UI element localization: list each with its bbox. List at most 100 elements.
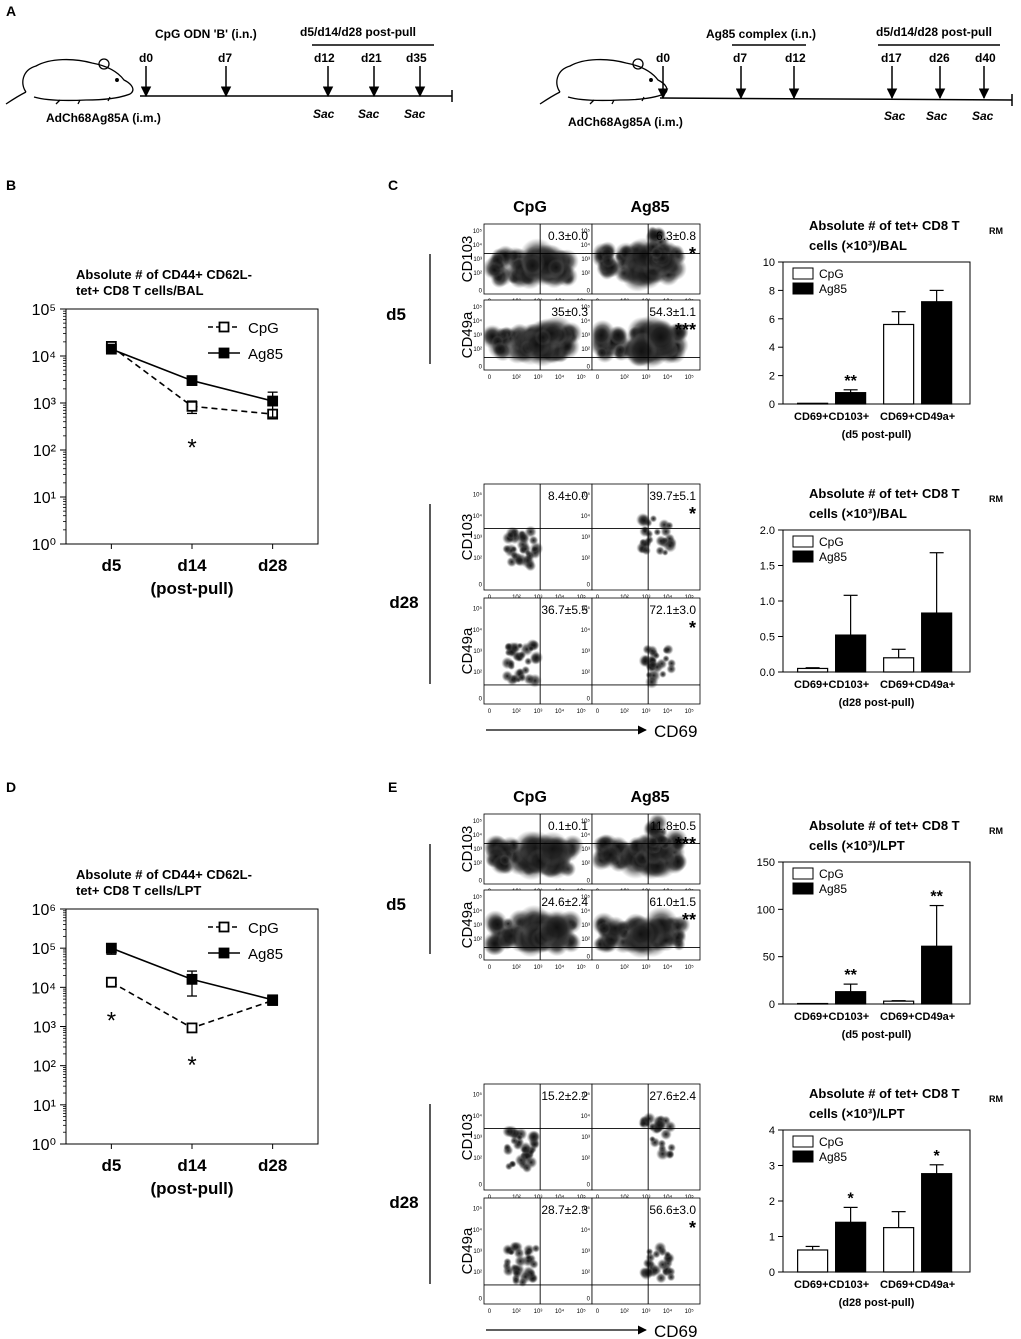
y-marker-label: CD49a <box>459 627 476 674</box>
data-point-cpg <box>186 400 198 412</box>
density-blob <box>625 335 658 367</box>
y-tick-label: 150 <box>757 857 775 869</box>
y-tick-label: 0 <box>479 1297 483 1303</box>
y-tick-label: 10² <box>581 670 590 676</box>
flow-panel-c: CpGAg850010²10²10³10³10⁴10⁴10⁵10⁵0.3±0.0… <box>386 199 701 741</box>
cpg-day-d0: d0 <box>139 51 153 65</box>
quadrant-percentage: 56.6±3.0 <box>649 1203 696 1217</box>
significance-star: * <box>689 618 696 638</box>
bar-chart-e-d28: Absolute # of tet+ CD8 T RM cells (×10³)/L… <box>769 1086 1003 1309</box>
y-tick-label: 10⁴ <box>473 1227 483 1234</box>
legend-marker <box>218 947 230 959</box>
y-tick-label: 10² <box>473 1156 482 1162</box>
density-blob <box>502 1125 515 1138</box>
flow-plot-d28_cd103-ag85: 0010²10²10³10³10⁴10⁴10⁵10⁵27.6±2.4 <box>581 1083 701 1201</box>
chart-title-subscript: RM <box>989 826 1003 836</box>
y-tick-label: 10⁵ <box>581 1206 591 1213</box>
ag85-day-d26: d26 <box>929 51 950 65</box>
quadrant-percentage: 35±0.3 <box>551 305 588 319</box>
x-tick-label: 0 <box>596 1309 600 1315</box>
density-blob <box>642 1112 656 1126</box>
density-blob <box>534 329 552 346</box>
x-tick-label: 10⁴ <box>555 374 565 381</box>
y-tick-label: 0 <box>769 1267 775 1279</box>
flow-plot-d28_cd49a-ag85: 00 10² 10² 10³ 10³ 10⁴ 10⁴ 10⁵ 10⁵ 72.1±3.0* <box>581 597 701 715</box>
mouse-icon <box>539 58 668 105</box>
density-blob <box>505 1162 513 1171</box>
x-tick-label: 10⁵ <box>685 708 695 715</box>
significance-star: * <box>187 1052 196 1079</box>
density-blob <box>503 1143 512 1152</box>
quadrant-percentage: 39.7±5.1 <box>649 489 696 503</box>
x-tick-label: 10³ <box>642 965 651 971</box>
column-label-ag85: Ag85 <box>630 789 669 806</box>
x-tick-label: 10⁵ <box>577 708 587 715</box>
density-blob <box>598 843 622 867</box>
significance-star: ** <box>844 373 857 390</box>
density-blob <box>655 546 665 556</box>
x-tick-label: 10⁵ <box>685 964 695 971</box>
quadrant-percentage: 28.7±2.3 <box>541 1203 588 1217</box>
density-blob <box>649 514 658 523</box>
legend-swatch <box>792 1150 814 1163</box>
y-tick-label: 2 <box>769 371 775 383</box>
y-tick-label: 10³ <box>473 1249 482 1255</box>
bar-cpg <box>883 657 915 673</box>
y-marker-label: CD103 <box>459 1114 476 1161</box>
density-blob <box>499 854 511 866</box>
legend-swatch <box>792 535 814 548</box>
y-tick-label: 0 <box>479 583 483 589</box>
y-tick-label: 10⁵ <box>581 1092 591 1099</box>
column-label-cpg: CpG <box>513 789 547 806</box>
density-blob <box>592 324 613 347</box>
panel-a: A CpG ODN 'B' (i.n.) d5/d14/d28 post-pul… <box>5 3 1013 129</box>
x-tick-label: d14 <box>177 1156 207 1175</box>
x-axis-label: (d5 post-pull) <box>842 429 912 441</box>
density-blob <box>600 252 617 269</box>
line-chart-d: Absolute # of CD44+ CD62L-tet+ CD8 T cel… <box>31 867 319 1198</box>
data-point-ag85 <box>186 973 198 985</box>
x-tick-label: 10⁴ <box>555 1194 565 1201</box>
y-tick-label: 0 <box>587 879 591 885</box>
y-tick-label: 0.0 <box>760 667 775 679</box>
density-blob <box>641 545 652 556</box>
x-axis-label: (d5 post-pull) <box>842 1029 912 1041</box>
y-tick-label: 10³ <box>33 396 57 413</box>
density-cloud <box>592 814 688 880</box>
density-blob <box>639 525 651 538</box>
y-tick-label: 10⁴ <box>581 908 591 915</box>
y-tick-label: 10⁵ <box>581 818 591 825</box>
cpg-day-d21: d21 <box>361 51 382 65</box>
cpg-sac-2: Sac <box>358 107 380 121</box>
line-chart-b: Absolute # of CD44+ CD62L-tet+ CD8 T cel… <box>31 267 319 598</box>
quadrant-percentage: 27.6±2.4 <box>649 1089 696 1103</box>
x-tick-label: CD69+CD103+ <box>794 679 869 691</box>
y-tick-label: 10⁵ <box>473 1206 483 1213</box>
density-blob <box>662 644 674 655</box>
y-tick-label: 10⁴ <box>581 1227 591 1234</box>
legend-marker <box>218 321 230 333</box>
bar-chart-c-d5: Absolute # of tet+ CD8 T RM cells (×10³)/B… <box>763 218 1003 441</box>
bar-ag85 <box>921 1173 953 1273</box>
y-tick-label: 10⁴ <box>581 1113 591 1120</box>
y-tick-label: 10⁴ <box>581 318 591 325</box>
x-tick-label: 10² <box>512 1309 521 1315</box>
density-blob <box>531 545 539 553</box>
row-label-d5: d5 <box>386 895 406 914</box>
data-point-ag85 <box>267 395 279 407</box>
density-blob <box>666 664 677 674</box>
density-blob <box>506 531 515 540</box>
legend-swatch <box>792 550 814 563</box>
cpg-treatment-label: CpG ODN 'B' (i.n.) <box>155 27 257 41</box>
quadrant-percentage: 72.1±3.0 <box>649 603 696 617</box>
density-blob <box>508 1249 515 1256</box>
ag85-post-pull-label: d5/d14/d28 post-pull <box>876 25 992 39</box>
density-blob <box>485 261 504 279</box>
flow-plot-d5_cd49a-ag85: 00 10² 10² 10³ 10³ 10⁴ 10⁴ 10⁵ 10⁵ 54.3±1.1*** <box>581 299 701 381</box>
y-tick-label: 10⁵ <box>32 941 56 958</box>
flow-plot-d5_cd103-cpg: 0010²10²10³10³10⁴10⁴10⁵10⁵0.1±0.1 <box>473 813 593 895</box>
x-tick-label: 10³ <box>534 709 543 715</box>
